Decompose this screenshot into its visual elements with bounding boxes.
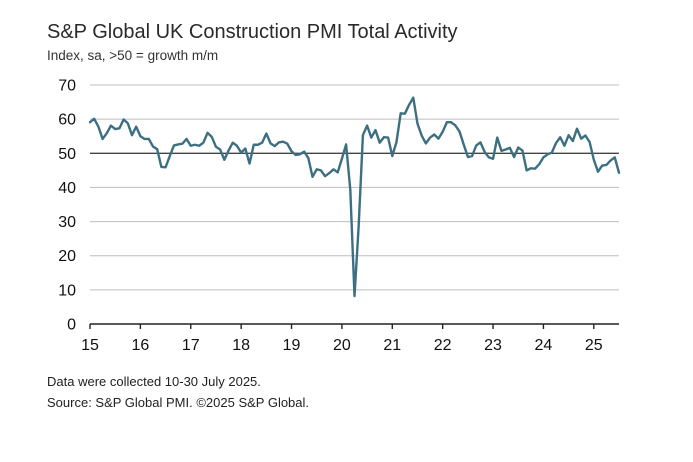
y-tick-label: 20	[58, 248, 76, 265]
x-tick-label: 20	[333, 337, 351, 354]
y-tick-label: 60	[58, 112, 76, 129]
x-axis: 15 16 17 18 19 20 21 22 23 24 25	[81, 324, 603, 354]
y-tick-label: 30	[58, 214, 76, 231]
data-collection-note: Data were collected 10-30 July 2025.	[47, 374, 261, 389]
y-tick-label: 40	[58, 180, 76, 197]
x-tick-label: 24	[535, 337, 553, 354]
chart-subtitle: Index, sa, >50 = growth m/m	[47, 48, 219, 63]
series-line-construction-pmi	[88, 96, 621, 298]
grid-lines	[90, 84, 619, 325]
y-axis: 0 10 20 30 40 50 60 70	[58, 78, 76, 334]
x-tick-label: 21	[383, 337, 401, 354]
x-tick-label: 25	[585, 337, 603, 354]
x-tick-label: 16	[131, 337, 149, 354]
y-tick-label: 0	[67, 317, 76, 334]
x-tick-label: 18	[232, 337, 250, 354]
x-tick-label: 23	[484, 337, 502, 354]
x-tick-label: 22	[434, 337, 452, 354]
y-tick-label: 70	[58, 78, 76, 95]
series-group	[88, 96, 621, 298]
y-tick-label: 10	[58, 282, 76, 299]
x-tick-label: 17	[182, 337, 200, 354]
y-tick-label: 50	[58, 146, 76, 163]
x-tick-label: 19	[283, 337, 301, 354]
source-note: Source: S&P Global PMI. ©2025 S&P Global…	[47, 395, 310, 410]
chart-title: S&P Global UK Construction PMI Total Act…	[47, 21, 458, 43]
x-tick-label: 15	[81, 337, 99, 354]
